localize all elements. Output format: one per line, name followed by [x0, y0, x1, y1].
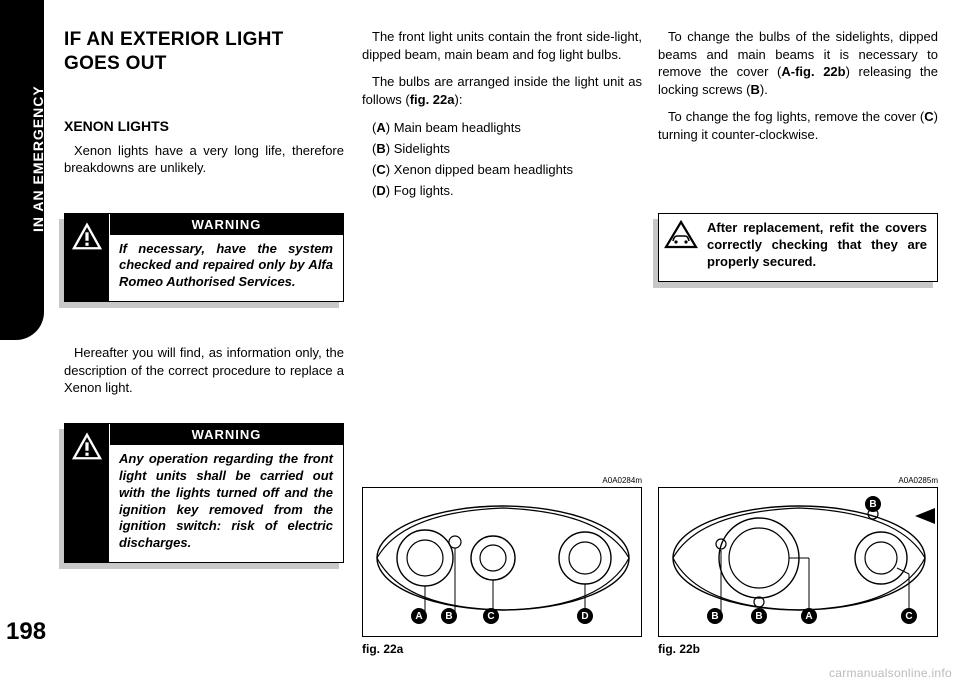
warning-title: WARNING	[109, 214, 343, 235]
heading-main: IF AN EXTERIOR LIGHT GOES OUT	[64, 28, 344, 76]
mid-note: Hereafter you will find, as information …	[64, 344, 344, 397]
diagram-marker: B	[751, 608, 767, 624]
headlight-diagram-a	[363, 488, 642, 637]
list-item-a: (A) Main beam headlights	[362, 118, 642, 139]
c3-p2: To change the fog lights, remove the cov…	[658, 108, 938, 143]
list-item-c: (C) Xenon dipped beam headlights	[362, 160, 642, 181]
watermark: carmanualsonline.info	[829, 666, 952, 680]
column-2: The front light units contain the front …	[362, 28, 642, 201]
heading-xenon: XENON LIGHTS	[64, 118, 344, 134]
fig22a-label: fig. 22a	[362, 642, 642, 656]
c2-p1: The front light units contain the front …	[362, 28, 642, 63]
diagram-marker: C	[901, 608, 917, 624]
fig22b-code: A0A0285m	[658, 476, 938, 485]
column-3: To change the bulbs of the sidelights, d…	[658, 28, 938, 282]
diagram-marker: B	[441, 608, 457, 624]
c3-p1: To change the bulbs of the sidelights, d…	[658, 28, 938, 98]
page-number: 198	[6, 618, 46, 646]
c2-p2: The bulbs are arranged inside the light …	[362, 73, 642, 108]
headlight-diagram-b	[659, 488, 938, 637]
diagram-marker: C	[483, 608, 499, 624]
fig22b-label: fig. 22b	[658, 642, 938, 656]
warning-1-text: If necessary, have the system checked an…	[109, 235, 343, 302]
caution-icon	[659, 214, 703, 281]
warning-icon	[65, 214, 109, 302]
fig22a-code: A0A0284m	[362, 476, 642, 485]
caution-text: After replacement, refit the covers corr…	[703, 214, 937, 281]
xenon-intro: Xenon lights have a very long life, ther…	[64, 142, 344, 177]
warning-icon	[65, 424, 109, 562]
side-tab-label: IN AN EMERGENCY	[30, 85, 46, 232]
page: IN AN EMERGENCY 198 IF AN EXTERIOR LIGHT…	[0, 0, 960, 686]
diagram-marker: B	[707, 608, 723, 624]
warning-box-1: WARNING If necessary, have the system ch…	[64, 213, 344, 303]
caution-box: After replacement, refit the covers corr…	[658, 213, 938, 282]
fig22a-box: AB C D	[362, 487, 642, 637]
column-1: IF AN EXTERIOR LIGHT GOES OUT XENON LIGH…	[64, 28, 344, 563]
warning-2-text: Any operation regarding the front light …	[109, 445, 343, 562]
warning-title: WARNING	[109, 424, 343, 445]
diagram-marker: B	[865, 496, 881, 512]
diagram-marker: A	[411, 608, 427, 624]
diagram-marker: D	[577, 608, 593, 624]
figure-22a: A0A0284m AB C D fig. 22a	[362, 476, 642, 656]
fig22b-box: B B A C B	[658, 487, 938, 637]
list-item-b: (B) Sidelights	[362, 139, 642, 160]
diagram-marker: A	[801, 608, 817, 624]
warning-box-2: WARNING Any operation regarding the fron…	[64, 423, 344, 563]
figure-22b: A0A0285m	[658, 476, 938, 656]
list-item-d: (D) Fog lights.	[362, 181, 642, 202]
